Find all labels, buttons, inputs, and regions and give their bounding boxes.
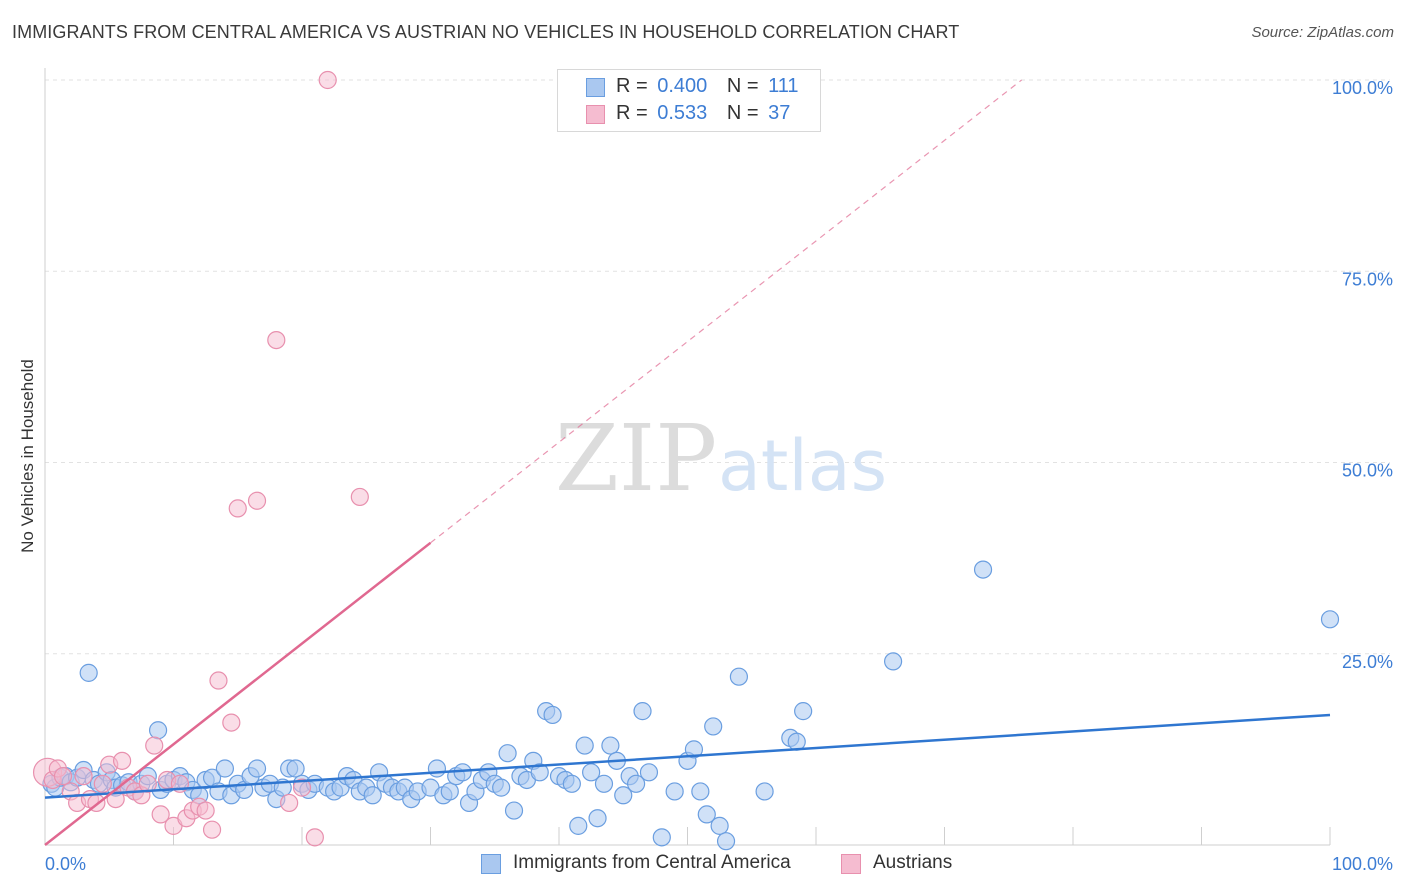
- data-point-central-america: [504, 801, 524, 820]
- data-point-austrians: [222, 713, 241, 732]
- r-value: 0.533: [657, 102, 708, 124]
- data-point-central-america: [710, 816, 729, 835]
- data-point-central-america: [247, 759, 267, 778]
- data-point-central-america: [582, 763, 601, 782]
- y-tick-label: 75.0%: [1342, 269, 1393, 289]
- n-label: N =: [726, 102, 759, 124]
- data-point-austrians: [350, 487, 369, 507]
- source-label: Source: ZipAtlas.com: [1251, 24, 1394, 41]
- data-point-central-america: [530, 763, 549, 782]
- series-blue-points: [42, 560, 1340, 851]
- data-point-austrians: [53, 767, 73, 786]
- grid-lines: [45, 79, 1390, 655]
- data-point-central-america: [684, 740, 704, 759]
- data-point-central-america: [639, 763, 659, 782]
- watermark-atlas: atlas: [718, 425, 887, 507]
- data-point-austrians: [74, 767, 93, 786]
- data-point-central-america: [79, 663, 98, 682]
- data-point-central-america: [652, 828, 671, 847]
- data-point-austrians: [145, 736, 164, 755]
- data-point-central-america: [363, 786, 382, 805]
- data-point-central-america: [562, 774, 581, 793]
- data-point-austrians: [93, 774, 112, 793]
- trend-line-central-america: [44, 713, 1331, 799]
- data-point-austrians: [209, 671, 228, 690]
- data-point-central-america: [633, 702, 652, 721]
- x-tick-label: 0.0%: [45, 854, 86, 874]
- watermark: ZIP atlas: [555, 405, 887, 512]
- n-value: 37: [768, 102, 791, 124]
- data-point-austrians: [228, 499, 247, 518]
- data-point-austrians: [280, 793, 299, 813]
- legend-label: Immigrants from Central America: [513, 852, 791, 873]
- data-point-central-america: [492, 778, 511, 797]
- watermark-zip: ZIP: [555, 405, 717, 512]
- r-label: R =: [616, 75, 648, 97]
- y-tick-label: 25.0%: [1342, 652, 1393, 672]
- data-point-central-america: [1320, 610, 1340, 629]
- series-pink-points: [32, 70, 369, 847]
- axes: [44, 68, 1331, 846]
- n-label: N =: [726, 75, 759, 97]
- data-point-austrians: [138, 774, 157, 793]
- y-tick-label: 100.0%: [1332, 78, 1393, 98]
- data-point-central-america: [665, 782, 684, 801]
- legend-stats: R = 0.400 N = 111 R = 0.533 N = 37: [557, 69, 821, 132]
- y-tick-label: 50.0%: [1342, 461, 1393, 481]
- legend-label: Austrians: [873, 852, 953, 873]
- data-point-austrians: [151, 805, 170, 824]
- data-point-central-america: [215, 759, 234, 778]
- trend-lines: [44, 79, 1331, 846]
- data-point-central-america: [691, 782, 710, 801]
- data-point-central-america: [148, 721, 168, 740]
- r-value: 0.400: [657, 75, 708, 97]
- n-value: 111: [768, 75, 799, 97]
- blue-swatch: [481, 854, 501, 874]
- data-point-austrians: [292, 778, 312, 797]
- pink-swatch: [841, 854, 861, 874]
- data-point-central-america: [704, 717, 723, 736]
- data-point-austrians: [305, 828, 324, 847]
- data-point-central-america: [626, 774, 646, 793]
- data-point-central-america: [588, 809, 607, 828]
- legend-series: Immigrants from Central America Austrian…: [0, 852, 1406, 878]
- r-label: R =: [616, 102, 648, 124]
- tick-labels: 25.0% 50.0% 75.0% 100.0% 0.0% 100.0%: [45, 78, 1393, 874]
- pink-swatch: [586, 105, 605, 124]
- data-point-austrians: [318, 70, 337, 90]
- chart-title: IMMIGRANTS FROM CENTRAL AMERICA VS AUSTR…: [12, 22, 960, 42]
- data-point-central-america: [575, 736, 594, 755]
- data-point-central-america: [614, 786, 633, 805]
- data-point-austrians: [202, 820, 222, 839]
- x-tick-label: 100.0%: [1332, 854, 1393, 874]
- data-point-central-america: [498, 744, 517, 763]
- data-point-central-america: [601, 736, 620, 755]
- data-point-austrians: [196, 801, 215, 820]
- data-point-austrians: [112, 751, 132, 770]
- data-point-central-america: [729, 667, 749, 686]
- data-point-central-america: [755, 782, 774, 801]
- data-point-central-america: [427, 759, 447, 778]
- data-point-central-america: [594, 774, 614, 793]
- data-point-central-america: [794, 702, 813, 721]
- data-point-central-america: [973, 560, 993, 579]
- blue-swatch: [586, 78, 605, 97]
- data-point-central-america: [716, 832, 736, 851]
- data-point-central-america: [440, 782, 459, 801]
- data-point-central-america: [286, 759, 305, 778]
- data-point-central-america: [569, 816, 588, 835]
- data-point-central-america: [697, 805, 716, 824]
- data-point-austrians: [247, 491, 267, 510]
- trend-line-austrians: [44, 541, 432, 846]
- data-point-central-america: [543, 705, 562, 725]
- data-point-austrians: [267, 331, 286, 350]
- trend-line-austrians-extension: [430, 79, 1022, 544]
- data-point-central-america: [883, 652, 903, 671]
